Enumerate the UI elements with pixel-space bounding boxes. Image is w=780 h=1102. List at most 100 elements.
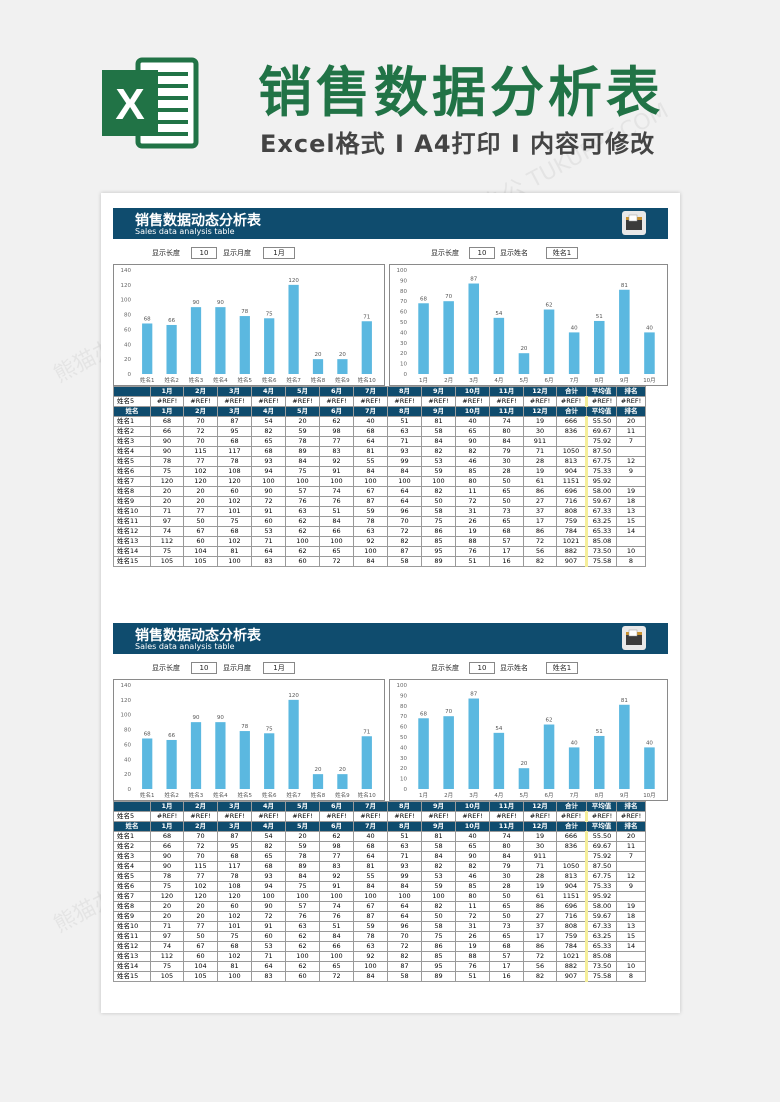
table-cell[interactable]: 57 bbox=[489, 536, 524, 547]
table-cell[interactable]: 91 bbox=[319, 881, 354, 892]
table-cell[interactable]: 20 bbox=[285, 831, 320, 842]
table-cell[interactable]: 72 bbox=[251, 911, 286, 922]
table-cell[interactable]: 84 bbox=[387, 466, 422, 477]
table-cell[interactable]: 80 bbox=[489, 841, 524, 852]
table-cell[interactable]: #REF! bbox=[319, 811, 354, 822]
table-cell[interactable]: 9月 bbox=[421, 386, 456, 397]
table-cell[interactable]: 63 bbox=[353, 941, 388, 952]
table-cell[interactable]: 58 bbox=[421, 841, 456, 852]
table-cell[interactable]: 15 bbox=[616, 516, 646, 527]
table-cell[interactable]: 1月 bbox=[150, 821, 184, 832]
table-cell[interactable]: 84 bbox=[421, 851, 456, 862]
table-cell[interactable]: 57 bbox=[285, 486, 320, 497]
table-cell[interactable]: #REF! bbox=[183, 811, 218, 822]
table-cell[interactable]: 100 bbox=[421, 891, 456, 902]
table-cell[interactable]: 90 bbox=[455, 436, 490, 447]
table-cell[interactable]: #REF! bbox=[217, 811, 252, 822]
table-cell[interactable]: 4月 bbox=[251, 406, 286, 417]
table-cell[interactable]: 9月 bbox=[421, 821, 456, 832]
table-cell[interactable]: 84 bbox=[285, 871, 320, 882]
row-label-cell[interactable]: 姓名10 bbox=[113, 921, 151, 932]
table-cell[interactable]: 67.33 bbox=[585, 506, 617, 517]
table-cell[interactable]: 95 bbox=[217, 841, 252, 852]
table-cell[interactable]: 19 bbox=[616, 486, 646, 497]
table-cell[interactable]: 117 bbox=[217, 861, 252, 872]
table-cell[interactable]: 64 bbox=[387, 496, 422, 507]
table-cell[interactable]: 76 bbox=[285, 911, 320, 922]
table-cell[interactable]: 19 bbox=[455, 941, 490, 952]
table-cell[interactable]: 50 bbox=[183, 516, 218, 527]
table-cell[interactable]: 72 bbox=[387, 526, 422, 537]
table-cell[interactable]: 88 bbox=[455, 536, 490, 547]
table-cell[interactable]: 68 bbox=[353, 841, 388, 852]
table-cell[interactable]: 64 bbox=[251, 961, 286, 972]
table-cell[interactable]: 59 bbox=[353, 506, 388, 517]
table-cell[interactable]: 108 bbox=[217, 466, 252, 477]
table-cell[interactable]: 12月 bbox=[523, 406, 557, 417]
table-cell[interactable]: 666 bbox=[556, 416, 587, 427]
table-cell[interactable]: 60 bbox=[217, 901, 252, 912]
row-label-cell[interactable]: 姓名15 bbox=[113, 971, 151, 982]
table-cell[interactable]: 10月 bbox=[455, 821, 490, 832]
table-cell[interactable]: 62 bbox=[319, 831, 354, 842]
table-cell[interactable]: 排名 bbox=[616, 801, 646, 812]
table-cell[interactable]: 13 bbox=[616, 506, 646, 517]
table-cell[interactable]: 51 bbox=[455, 556, 490, 567]
table-cell[interactable]: 82 bbox=[523, 971, 557, 982]
table-cell[interactable]: 75 bbox=[285, 881, 320, 892]
table-cell[interactable]: 62 bbox=[285, 941, 320, 952]
table-cell[interactable]: 74 bbox=[489, 416, 524, 427]
table-cell[interactable]: 911 bbox=[523, 851, 557, 862]
table-cell[interactable]: 85.08 bbox=[585, 951, 617, 962]
row-label-cell[interactable]: 姓名5 bbox=[113, 456, 151, 467]
row-label-cell[interactable]: 姓名1 bbox=[113, 831, 151, 842]
table-cell[interactable]: 51 bbox=[387, 416, 422, 427]
table-cell[interactable]: 77 bbox=[183, 871, 218, 882]
table-cell[interactable]: 8 bbox=[616, 971, 646, 982]
table-cell[interactable]: 30 bbox=[523, 426, 557, 437]
table-cell[interactable]: 100 bbox=[285, 476, 320, 487]
table-cell[interactable]: 78 bbox=[285, 851, 320, 862]
table-cell[interactable]: 904 bbox=[556, 466, 587, 477]
table-cell[interactable]: 65 bbox=[251, 851, 286, 862]
table-cell[interactable]: 17 bbox=[489, 546, 524, 557]
table-cell[interactable]: 75.33 bbox=[585, 466, 617, 477]
table-cell[interactable]: 56 bbox=[523, 961, 557, 972]
row-label-cell[interactable]: 姓名7 bbox=[113, 476, 151, 487]
row-label-cell[interactable]: 姓名8 bbox=[113, 486, 151, 497]
table-cell[interactable]: 19 bbox=[616, 901, 646, 912]
table-cell[interactable]: 59 bbox=[421, 881, 456, 892]
table-cell[interactable]: 65 bbox=[319, 961, 354, 972]
table-cell[interactable]: 合计 bbox=[556, 821, 587, 832]
table-cell[interactable]: 3月 bbox=[217, 801, 252, 812]
table-cell[interactable]: 6月 bbox=[319, 386, 354, 397]
table-cell[interactable]: 696 bbox=[556, 486, 587, 497]
table-cell[interactable]: 37 bbox=[523, 921, 557, 932]
table-cell[interactable]: 60 bbox=[251, 516, 286, 527]
table-cell[interactable]: 4月 bbox=[251, 821, 286, 832]
table-cell[interactable]: 77 bbox=[319, 851, 354, 862]
table-cell[interactable]: 71 bbox=[150, 506, 184, 517]
table-cell[interactable]: 17 bbox=[523, 516, 557, 527]
table-cell[interactable]: 784 bbox=[556, 526, 587, 537]
table-cell[interactable]: 84 bbox=[387, 881, 422, 892]
table-cell[interactable]: 716 bbox=[556, 911, 587, 922]
table-cell[interactable]: 81 bbox=[217, 546, 252, 557]
table-cell[interactable]: 4月 bbox=[251, 386, 286, 397]
table-cell[interactable]: 102 bbox=[183, 881, 218, 892]
table-cell[interactable]: 75.58 bbox=[585, 971, 617, 982]
table-cell[interactable]: 90 bbox=[150, 436, 184, 447]
table-cell[interactable]: 1021 bbox=[556, 951, 587, 962]
table-cell[interactable]: 97 bbox=[150, 931, 184, 942]
table-cell[interactable]: 98 bbox=[319, 426, 354, 437]
table-cell[interactable]: 115 bbox=[183, 861, 218, 872]
length-input[interactable]: 10 bbox=[191, 247, 217, 259]
table-cell[interactable]: 58 bbox=[421, 506, 456, 517]
table-cell[interactable]: 85.08 bbox=[585, 536, 617, 547]
table-cell[interactable]: 72 bbox=[387, 941, 422, 952]
table-cell[interactable]: 62 bbox=[285, 516, 320, 527]
table-cell[interactable]: 8月 bbox=[387, 821, 422, 832]
table-cell[interactable]: 60 bbox=[285, 556, 320, 567]
table-cell[interactable]: 51 bbox=[319, 921, 354, 932]
table-cell[interactable]: 93 bbox=[387, 861, 422, 872]
